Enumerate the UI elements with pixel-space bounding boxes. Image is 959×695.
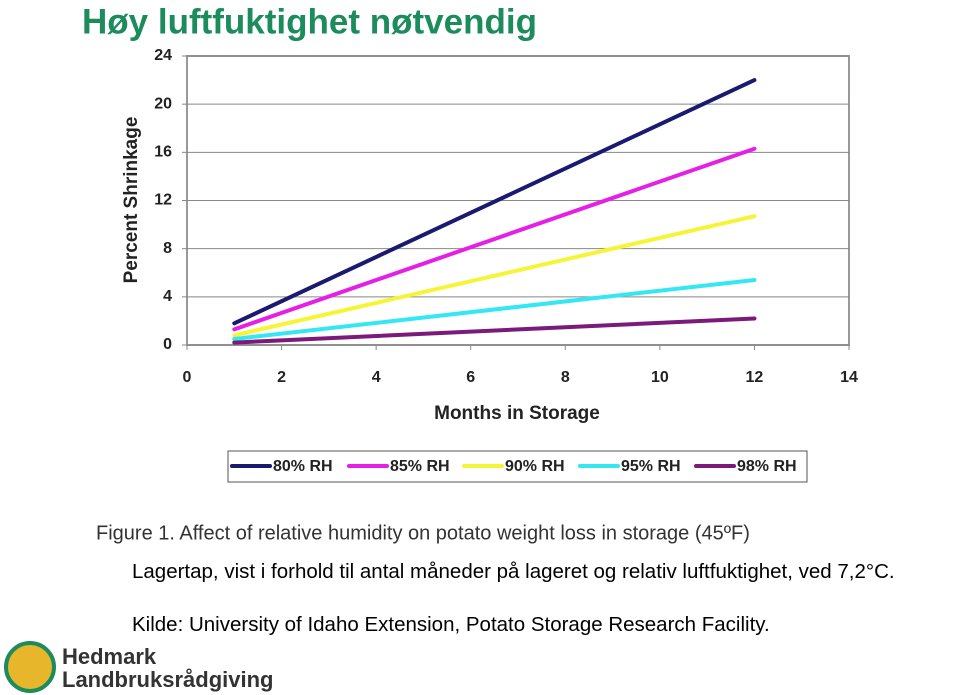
- y-tick-label: 0: [163, 336, 172, 353]
- y-tick-label: 12: [154, 192, 172, 209]
- x-tick-label: 2: [277, 369, 286, 386]
- x-tick-label: 12: [746, 369, 764, 386]
- x-tick-label: 4: [372, 369, 381, 386]
- legend-label: 85% RH: [390, 458, 450, 475]
- slide-title: Høy luftfuktighet nøtvendig: [82, 2, 537, 41]
- x-tick-label: 10: [651, 369, 669, 386]
- source-text: Kilde: University of Idaho Extension, Po…: [132, 613, 770, 636]
- figure-caption: Figure 1. Affect of relative humidity on…: [96, 522, 750, 544]
- x-axis-title: Months in Storage: [434, 403, 600, 424]
- x-tick-label: 6: [466, 369, 475, 386]
- series-line: [232, 277, 757, 341]
- y-tick-label: 16: [154, 144, 172, 161]
- y-tick-label: 20: [154, 95, 172, 112]
- note-text: Lagertap, vist i forhold til antal måned…: [132, 560, 895, 583]
- series-line: [232, 316, 757, 345]
- x-tick-label: 0: [183, 369, 192, 386]
- legend-label: 90% RH: [505, 458, 565, 475]
- series-line: [232, 78, 757, 326]
- series-line: [232, 146, 757, 332]
- y-tick-label: 8: [163, 240, 172, 257]
- legend-label: 95% RH: [621, 458, 681, 475]
- logo-line2: Landbruksrådgiving: [62, 667, 273, 692]
- y-tick-label: 4: [163, 288, 172, 305]
- x-tick-label: 14: [840, 369, 858, 386]
- y-tick-label: 24: [154, 47, 172, 64]
- x-tick-label: 8: [561, 369, 570, 386]
- logo-line1: Hedmark: [62, 644, 157, 669]
- legend-label: 80% RH: [273, 458, 333, 475]
- legend-label: 98% RH: [737, 458, 797, 475]
- logo-icon: [4, 641, 56, 693]
- y-axis-title: Percent Shrinkage: [121, 117, 142, 284]
- legend-box: [227, 450, 808, 483]
- series-line: [232, 214, 757, 338]
